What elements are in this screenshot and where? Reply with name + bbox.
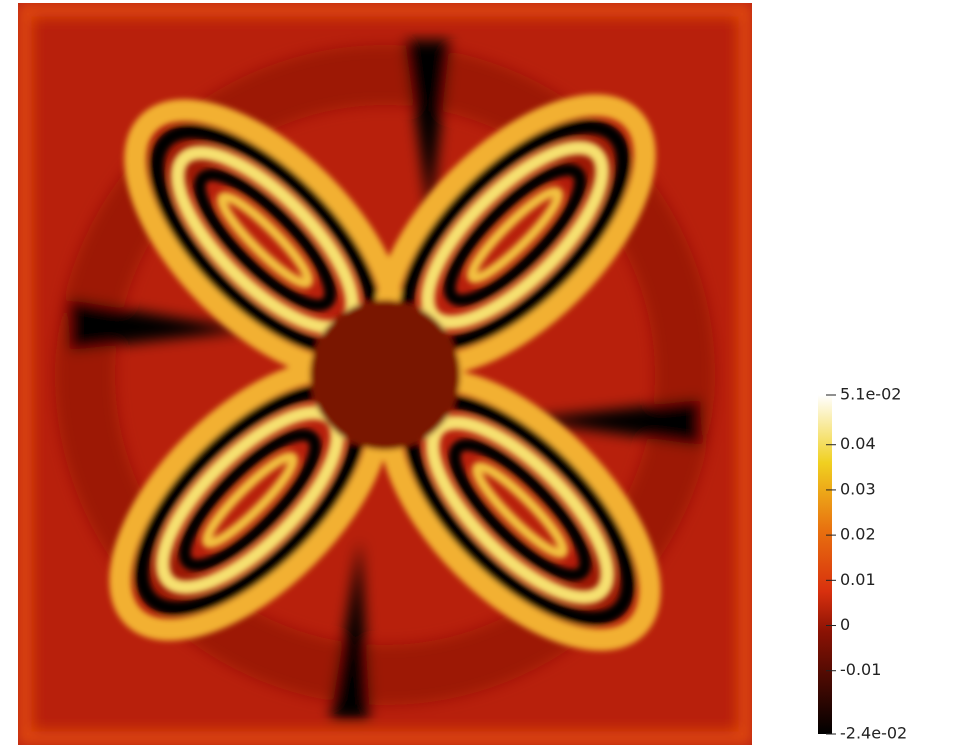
colorbar-tick-label: 0 [840, 615, 850, 634]
visualization: 5.1e-02 0.04 0.03 0.02 0.01 0 -0.01 -2.4e-02 [0, 0, 958, 745]
colorbar-tick-label: 0.04 [840, 434, 876, 453]
field-image [18, 3, 752, 745]
colorbar-tick-label: 0.03 [840, 479, 876, 498]
colorbar-tick-label: 0.02 [840, 525, 876, 544]
colorbar-tick-label: 5.1e-02 [840, 385, 901, 404]
colorbar-tick-label: -2.4e-02 [840, 724, 907, 743]
colorbar-tick-label: -0.01 [840, 660, 881, 679]
colorbar-tick-label: 0.01 [840, 570, 876, 589]
color-bar [818, 395, 832, 734]
